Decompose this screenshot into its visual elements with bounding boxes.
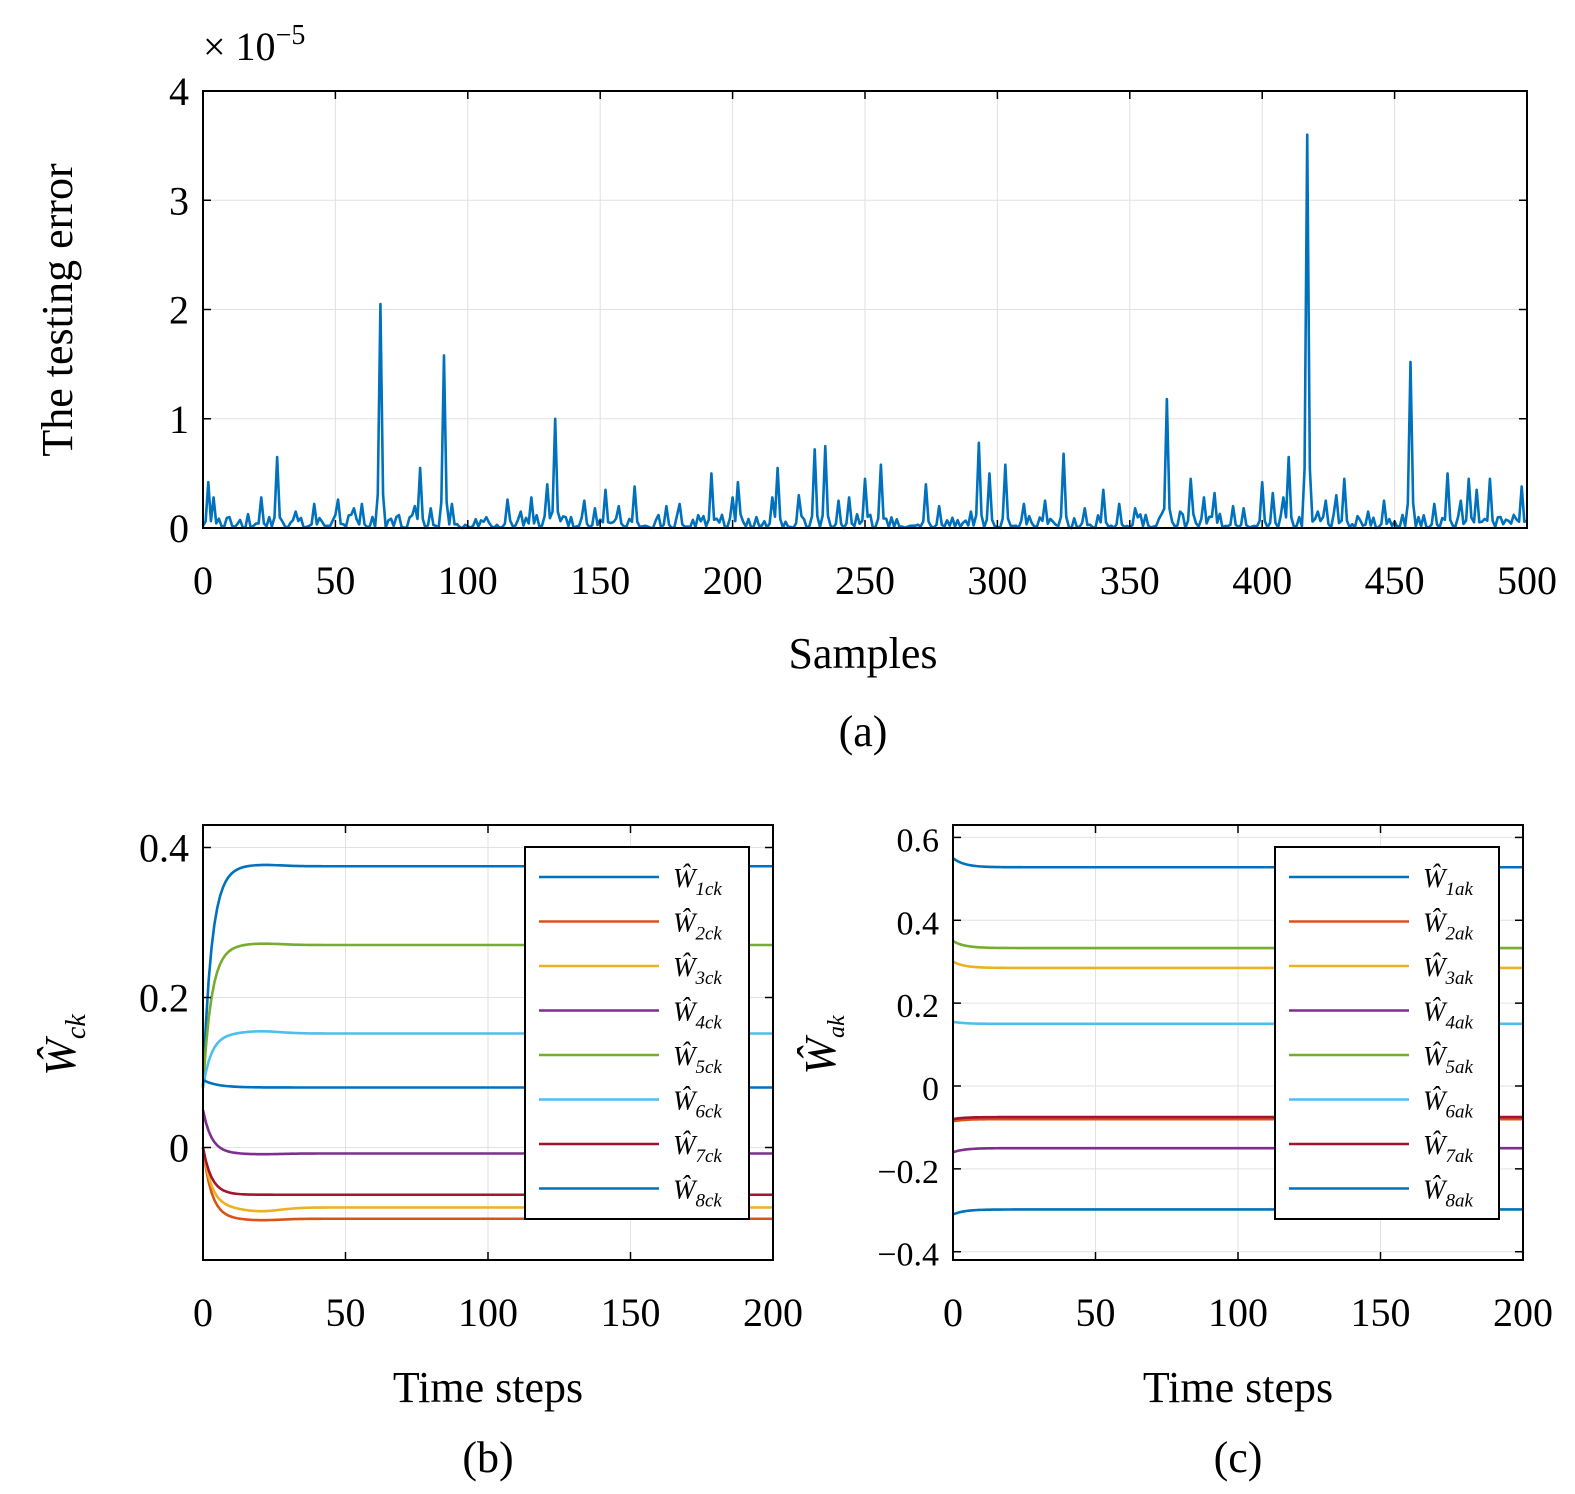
b-xtick-label: 50 [326,1290,366,1335]
a-xtick-label: 400 [1232,558,1292,603]
c-xtick-label: 150 [1351,1290,1411,1335]
a-xtick-label: 350 [1100,558,1160,603]
panel-b-caption: (b) [462,1433,513,1482]
b-legend-label: Ŵ8ck [673,1175,722,1212]
b-xtick-label: 150 [601,1290,661,1335]
c-ytick-label: 0.6 [897,822,940,859]
b-legend-label: Ŵ1ck [673,863,722,900]
a-xtick-label: 200 [703,558,763,603]
b-legend-label: Ŵ2ck [673,908,722,945]
c-xtick-label: 200 [1493,1290,1553,1335]
b-legend-label: Ŵ6ck [673,1086,722,1123]
panel-b-ticks: 0 50 100 150 200 0 0.2 0.4 [139,825,803,1335]
c-ytick-label: 0.4 [897,905,940,942]
panel-a-ticks: 0 50 100 150 200 250 300 350 400 450 500 0 1 2 3 4 [169,69,1557,603]
panel-c-legend: Ŵ1ak Ŵ2ak Ŵ3ak Ŵ4ak Ŵ5ak Ŵ6ak Ŵ7ak Ŵ8ak [1274,846,1500,1220]
c-legend-label: Ŵ8ak [1423,1175,1474,1212]
panel-b-critic-weights: 0 50 100 150 200 0 0.2 0.4 Ŵ1ck Ŵ2ck Ŵ3ck Ŵ4ck Ŵ5ck… [36,824,803,1482]
c-ytick-label: −0.2 [877,1154,939,1191]
c-legend-label: Ŵ2ak [1423,908,1474,945]
panel-c-caption: (c) [1214,1433,1263,1482]
a-ytick-label: 4 [169,69,189,114]
panel-a-grid [202,90,1528,529]
c-legend-label: Ŵ4ak [1423,997,1474,1034]
panel-c-actor-weights: 0 50 100 150 200−0.4−0.200.20.40.6 Ŵ1akŴ2akŴ… [796,822,1553,1482]
b-ytick-label: 0.2 [139,976,189,1021]
panel-a-caption: (a) [839,707,888,756]
a-xtick-label: 150 [570,558,630,603]
b-legend-label: Ŵ5ck [673,1041,722,1078]
b-legend-label: Ŵ3ck [673,952,722,989]
b-legend-label: Ŵ4ck [673,997,722,1034]
panel-c-xlabel: Time steps [1143,1363,1333,1412]
panel-a-testing-error: 0 50 100 150 200 250 300 350 400 450 500 0 1 2 3 4 × 10… [33,20,1557,756]
c-legend-label: Ŵ1ak [1423,863,1474,900]
panel-a-exponent: × 10−5 [203,20,305,69]
c-xtick-label: 50 [1076,1290,1116,1335]
c-ytick-label: 0.2 [897,988,940,1025]
a-xtick-label: 500 [1497,558,1557,603]
panel-a-series [201,133,1528,530]
a-xtick-label: 0 [193,558,213,603]
a-ytick-label: 0 [169,506,189,551]
b-xtick-label: 100 [458,1290,518,1335]
a-ytick-label: 2 [169,288,189,333]
panel-b-xlabel: Time steps [393,1363,583,1412]
a-ytick-label: 1 [169,397,189,442]
b-xtick-label: 0 [193,1290,213,1335]
c-ytick-label: 0 [922,1071,939,1108]
c-xtick-label: 0 [943,1290,963,1335]
panel-a-xlabel: Samples [788,629,937,678]
c-xtick-label: 100 [1208,1290,1268,1335]
c-legend-label: Ŵ7ak [1423,1130,1474,1167]
panel-a-ylabel: The testing error [33,163,82,457]
c-legend-label: Ŵ5ak [1423,1041,1474,1078]
c-legend-label: Ŵ3ak [1423,952,1474,989]
panel-c-ylabel-group: Ŵak [796,1015,850,1075]
a-xtick-label: 100 [438,558,498,603]
a-ytick-label: 3 [169,178,189,223]
c-legend-box [1274,846,1500,1220]
panel-b-ylabel-group: Ŵck [36,1014,92,1076]
panel-b-legend: Ŵ1ck Ŵ2ck Ŵ3ck Ŵ4ck Ŵ5ck Ŵ6ck Ŵ7ck Ŵ8ck [524,846,750,1220]
a-xtick-label: 250 [835,558,895,603]
a-xtick-label: 450 [1365,558,1425,603]
c-legend-label: Ŵ6ak [1423,1086,1474,1123]
panel-c-ylabel: Ŵak [796,1015,850,1075]
b-legend-box [524,846,750,1220]
b-ytick-label: 0.4 [139,826,189,871]
b-legend-label: Ŵ7ck [673,1130,722,1167]
panel-b-ylabel: Ŵck [36,1014,92,1076]
panel-c-ticks: 0 50 100 150 200 −0.4 −0.2 0 0.2 0.4 0.6 [877,822,1553,1335]
a-xtick-label: 300 [967,558,1027,603]
panel-a-error-line [201,133,1528,530]
a-xtick-label: 50 [315,558,355,603]
c-ytick-label: −0.4 [877,1237,939,1274]
b-xtick-label: 200 [743,1290,803,1335]
b-ytick-label: 0 [169,1126,189,1171]
